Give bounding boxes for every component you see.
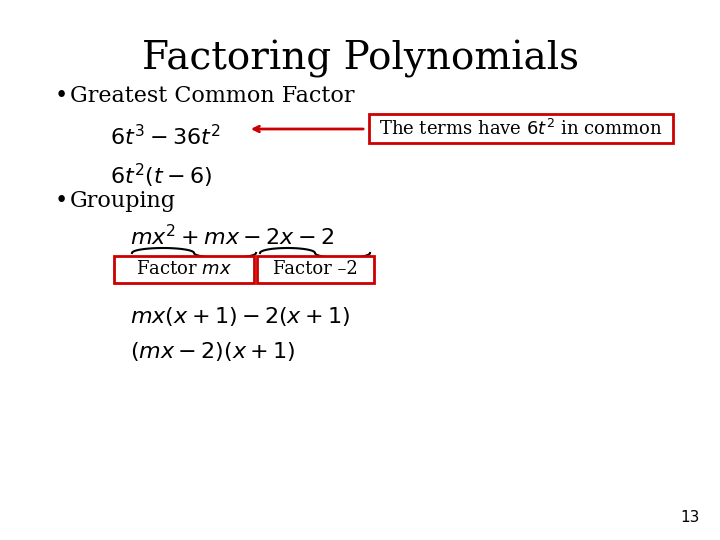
Text: Factor –2: Factor –2 [273,260,358,279]
Text: Factor $mx$: Factor $mx$ [136,260,232,279]
Text: $mx^{2}+mx-2x-2$: $mx^{2}+mx-2x-2$ [130,225,334,250]
Text: Factoring Polynomials: Factoring Polynomials [142,40,578,78]
Text: Greatest Common Factor: Greatest Common Factor [70,85,354,107]
Text: $mx\left(x+1\right)-2\left(x+1\right)$: $mx\left(x+1\right)-2\left(x+1\right)$ [130,305,351,328]
Text: $6t^{2}\left(t-6\right)$: $6t^{2}\left(t-6\right)$ [110,162,212,190]
Text: 13: 13 [680,510,700,525]
Text: •: • [55,85,68,107]
Text: Grouping: Grouping [70,190,176,212]
FancyBboxPatch shape [369,114,673,143]
Text: •: • [55,190,68,212]
FancyBboxPatch shape [114,256,254,283]
FancyBboxPatch shape [257,256,374,283]
Text: $\left(mx-2\right)\left(x+1\right)$: $\left(mx-2\right)\left(x+1\right)$ [130,340,296,363]
Text: $6t^{3}-36t^{2}$: $6t^{3}-36t^{2}$ [110,125,221,150]
Text: The terms have $6t^{2}$ in common: The terms have $6t^{2}$ in common [379,118,662,139]
